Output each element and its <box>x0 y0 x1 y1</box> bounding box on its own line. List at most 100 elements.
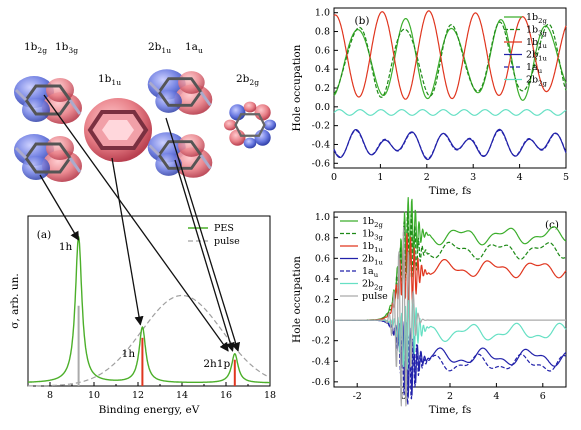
red-lobe <box>254 104 271 121</box>
panel-tag: (b) <box>355 15 370 27</box>
molecule-1b3g-bottom <box>14 134 82 182</box>
carbon-ring <box>234 113 266 137</box>
x-axis-label: Time, fs <box>429 185 471 197</box>
legend-label-2b1u: 2b1u <box>362 254 383 267</box>
orbital-label-1au: 1au <box>185 41 203 55</box>
legend-label-2b2g: 2b2g <box>362 279 383 292</box>
ch-bond <box>68 99 82 115</box>
x-tick-label: 6 <box>540 391 546 402</box>
panel-b-hole-occupation: 0 1 2 3 4 5 1.0 0.8 0.6 0.4 0.2 0.0 -0.2 -0.4 -0.6 Time… <box>291 7 569 197</box>
peak-label-1h-left: 1h <box>59 241 73 253</box>
red-lobe <box>223 119 237 131</box>
panel-a-spectrum: 8 10 12 14 16 18 Binding energy, eV σ, arb. un.… <box>9 215 276 416</box>
legend-label-pulse: pulse <box>214 236 240 247</box>
y-tick-label: 0.0 <box>315 315 330 326</box>
y-tick-label: 0.2 <box>315 83 330 94</box>
ch-bond <box>199 91 212 107</box>
x-tick-label: 2 <box>447 391 453 402</box>
molecule-1b2g-top <box>14 76 82 124</box>
peak-label-1h-middle: 1h <box>122 348 136 360</box>
x-tick-label: 4 <box>517 172 523 183</box>
series-2b2g <box>333 109 567 116</box>
legend-label-1b2g: 1b2g <box>362 216 383 229</box>
legend-label-pulse: pulse <box>362 291 388 302</box>
y-tick-label: 0.6 <box>315 253 330 264</box>
x-tick-label: 1 <box>377 172 383 183</box>
x-tick-label: -2 <box>353 391 362 402</box>
ch-bond <box>14 146 28 160</box>
legend-label-1au: 1au <box>362 266 379 279</box>
x-tick-label: 8 <box>47 390 53 401</box>
y-axis-label: Hole occupation <box>291 256 303 343</box>
y-tick-label: -0.6 <box>312 158 330 169</box>
y-tick-label: 0.8 <box>315 233 330 244</box>
legend-label-pes: PES <box>214 223 234 234</box>
legend-label-1b1u: 1b1u <box>526 37 547 50</box>
legend-label-1b3g: 1b3g <box>526 25 547 38</box>
carbon-ring <box>157 140 203 170</box>
series-2b1u <box>333 128 567 161</box>
orbital-labels: 1b2g 1b3g 1b1u 2b1u 1au 2b2g <box>24 41 259 87</box>
orbital-to-peak-arrows <box>39 94 241 352</box>
legend-label-1b3g: 1b3g <box>362 229 383 242</box>
blue-lobe <box>229 104 246 121</box>
y-tick-label: 0.8 <box>315 27 330 38</box>
arrow-4 <box>165 117 241 352</box>
arrow-0 <box>39 174 80 241</box>
x-tick-label: 0 <box>401 391 407 402</box>
blue-lobe <box>243 137 257 149</box>
series-1au <box>333 129 567 160</box>
arrow-1 <box>111 157 144 326</box>
series-2b2g <box>333 299 567 370</box>
blue-lobe <box>263 119 277 131</box>
y-tick-label: 0.6 <box>315 45 330 56</box>
molecule-orbital-images <box>14 69 277 182</box>
y-tick-label: -0.4 <box>312 356 330 367</box>
y-axis-label: σ, arb. un. <box>9 273 21 328</box>
x-tick-label: 3 <box>470 172 476 183</box>
legend-label-1au: 1au <box>526 62 543 75</box>
x-tick-label: 2 <box>424 172 430 183</box>
orbital-label-1b3g: 1b3g <box>55 41 78 55</box>
y-tick-label: -0.2 <box>312 336 330 347</box>
y-tick-label: -0.6 <box>312 377 330 388</box>
x-tick-label: 5 <box>563 172 569 183</box>
molecule-2b2g <box>223 101 277 149</box>
panel-a-frame <box>27 215 271 387</box>
arrow-2 <box>43 94 229 352</box>
ch-bond <box>148 81 161 94</box>
x-tick-label: 12 <box>132 390 144 401</box>
carbon-ring <box>157 77 203 107</box>
molecule-2b1u-top <box>147 69 213 115</box>
x-tick-label: 18 <box>264 390 276 401</box>
y-tick-label: -0.2 <box>312 121 330 132</box>
ch-bond <box>68 157 82 173</box>
orbital-label-1b1u: 1b1u <box>98 73 121 87</box>
red-lobe <box>229 129 246 146</box>
y-tick-label: -0.4 <box>312 139 330 150</box>
blue-lobe <box>254 129 271 146</box>
red-lobe <box>42 92 82 124</box>
pes-curve <box>27 236 271 384</box>
y-axis-label: Hole occupation <box>291 44 303 131</box>
red-lobe <box>174 147 213 178</box>
x-tick-label: 0 <box>331 172 337 183</box>
y-tick-label: 0.2 <box>315 295 330 306</box>
series-1b3g <box>333 21 567 98</box>
molecule-1au-bottom <box>147 132 213 178</box>
orbital-label-2b1u: 2b1u <box>148 41 171 55</box>
red-lobe <box>174 84 213 115</box>
series-1b2g <box>333 18 567 101</box>
y-tick-label: 1.0 <box>315 8 330 19</box>
x-tick-label: 10 <box>88 390 100 401</box>
ring-center <box>102 120 134 140</box>
legend-label-2b1u: 2b1u <box>526 50 547 63</box>
x-tick-label: 4 <box>493 391 499 402</box>
y-tick-label: 0.4 <box>315 64 330 75</box>
red-lobe <box>42 150 82 182</box>
y-tick-label: 1.0 <box>315 212 330 223</box>
legend-label-2b2g: 2b2g <box>526 75 547 88</box>
arrow-3 <box>174 159 235 352</box>
ch-bond <box>199 154 212 170</box>
